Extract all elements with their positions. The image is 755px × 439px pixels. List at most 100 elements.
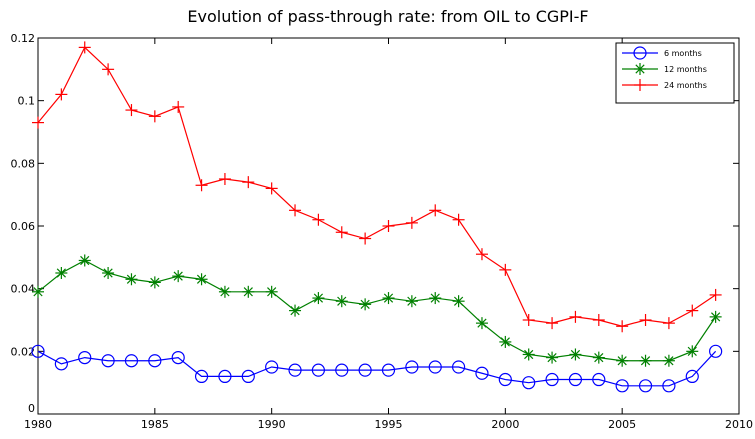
- marker-circle: [31, 344, 45, 358]
- marker-circle: [638, 379, 653, 393]
- x-tick-label: 1980: [24, 418, 52, 431]
- marker: [288, 363, 302, 377]
- marker-stroke: [313, 293, 324, 303]
- y-tick-label: 0.1: [18, 95, 36, 108]
- marker-circle: [545, 372, 559, 387]
- marker-circle: [358, 363, 372, 377]
- marker-stroke: [337, 296, 347, 306]
- marker: [55, 88, 68, 101]
- legend-label: 12 months: [664, 65, 707, 74]
- marker: [171, 351, 185, 365]
- marker-stroke: [635, 64, 645, 74]
- marker: [592, 351, 605, 364]
- marker: [125, 104, 138, 117]
- marker: [148, 110, 161, 123]
- marker-circle: [241, 369, 255, 383]
- marker-circle: [662, 379, 676, 393]
- marker-stroke: [711, 312, 721, 322]
- marker: [569, 310, 582, 323]
- marker-circle: [171, 351, 185, 365]
- marker: [662, 379, 676, 393]
- legend-label: 24 months: [664, 81, 707, 90]
- marker: [569, 348, 582, 361]
- marker: [475, 317, 488, 330]
- marker: [452, 360, 466, 374]
- marker-circle: [592, 372, 606, 387]
- marker: [125, 273, 138, 286]
- marker: [522, 348, 535, 361]
- marker-circle: [194, 369, 209, 383]
- x-tick-label: 1985: [141, 418, 169, 431]
- marker-stroke: [477, 318, 487, 328]
- marker: [358, 363, 372, 377]
- marker-circle: [381, 363, 396, 377]
- marker: [592, 314, 605, 326]
- marker: [633, 46, 647, 60]
- marker: [218, 369, 232, 383]
- marker: [381, 363, 396, 377]
- marker-circle: [498, 372, 512, 387]
- marker-circle: [568, 372, 583, 387]
- marker: [148, 276, 161, 289]
- marker: [522, 376, 536, 390]
- marker: [102, 63, 115, 76]
- marker-stroke: [267, 287, 277, 297]
- marker: [405, 295, 418, 308]
- marker: [265, 182, 278, 195]
- marker-stroke: [103, 268, 113, 278]
- marker-stroke: [360, 299, 370, 309]
- y-tick-label: 0.12: [11, 32, 36, 45]
- x-tick-label: 1995: [375, 418, 403, 431]
- marker: [616, 320, 629, 333]
- marker: [568, 372, 583, 387]
- marker: [662, 317, 675, 330]
- series-line: [37, 350, 717, 387]
- marker-stroke: [243, 287, 253, 297]
- marker: [498, 372, 512, 387]
- marker: [592, 372, 606, 387]
- marker: [499, 263, 512, 276]
- marker: [54, 357, 68, 371]
- marker-circle: [633, 46, 647, 60]
- marker: [195, 179, 208, 192]
- marker: [429, 204, 442, 217]
- marker-stroke: [687, 346, 697, 356]
- marker-stroke: [220, 287, 230, 297]
- marker-stroke: [407, 296, 417, 306]
- legend: 6 months 12 months 24 months: [615, 42, 735, 104]
- marker-stroke: [453, 296, 464, 306]
- marker-stroke: [196, 274, 207, 284]
- marker: [289, 304, 302, 317]
- marker: [124, 354, 139, 368]
- marker-stroke: [640, 356, 651, 366]
- marker-circle: [452, 360, 466, 374]
- marker-circle: [311, 363, 325, 377]
- y-tick-label: 0: [28, 402, 35, 415]
- marker-circle: [685, 369, 699, 383]
- marker: [78, 351, 92, 365]
- marker: [242, 285, 255, 298]
- marker: [148, 354, 162, 368]
- marker-stroke: [290, 305, 300, 316]
- marker: [194, 369, 209, 383]
- marker: [546, 351, 559, 364]
- marker: [545, 372, 559, 387]
- marker-stroke: [570, 349, 581, 360]
- marker-stroke: [80, 255, 90, 266]
- marker: [32, 285, 44, 298]
- marker: [382, 220, 395, 232]
- marker: [195, 273, 208, 286]
- marker: [359, 232, 372, 245]
- marker: [405, 360, 419, 374]
- marker-circle: [709, 344, 723, 358]
- marker: [709, 344, 723, 358]
- marker: [78, 254, 91, 267]
- x-tick-label: 1990: [258, 418, 286, 431]
- marker-stroke: [126, 274, 137, 284]
- marker: [475, 248, 488, 261]
- y-tick-label: 0.08: [11, 157, 36, 170]
- legend-label: 6 months: [664, 49, 702, 58]
- marker: [634, 79, 646, 91]
- y-tick-label: 0.06: [11, 220, 36, 233]
- marker-circle: [288, 363, 302, 377]
